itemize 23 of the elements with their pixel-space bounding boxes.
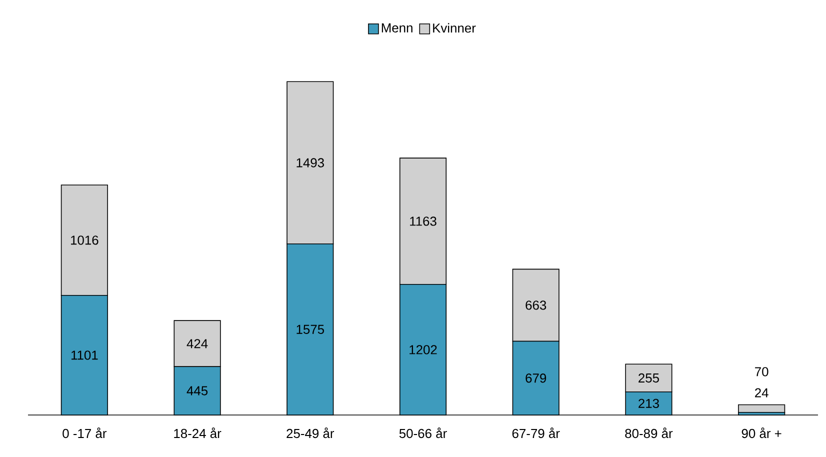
x-tick-label: 0 -17 år [62, 428, 107, 438]
legend-label: Kvinner [433, 23, 476, 33]
x-tick-label: 50-66 år [399, 428, 447, 438]
data-label: 445 [186, 386, 208, 396]
data-label: 213 [638, 398, 659, 408]
data-label: 1202 [410, 345, 437, 354]
data-label: 679 [526, 374, 546, 383]
x-tick-label: 25-49 år [286, 428, 334, 438]
data-label: 24 [755, 388, 768, 398]
data-label: 1493 [296, 158, 324, 168]
data-label: 255 [638, 373, 659, 383]
data-label: 1016 [71, 236, 98, 245]
data-label: 1163 [410, 216, 436, 226]
data-label: 663 [526, 300, 546, 310]
x-tick-label: 18-24 år [174, 428, 222, 438]
legend-label: Menn [382, 23, 412, 32]
x-tick-label: 80-89 år [625, 428, 673, 438]
data-label: 70 [755, 367, 768, 376]
data-label: 1575 [296, 324, 324, 334]
x-tick-label: 90 år + [742, 428, 782, 438]
x-tick-label: 67-79 år [512, 428, 560, 438]
data-label: 424 [186, 339, 208, 348]
data-label: 1101 [71, 350, 98, 360]
